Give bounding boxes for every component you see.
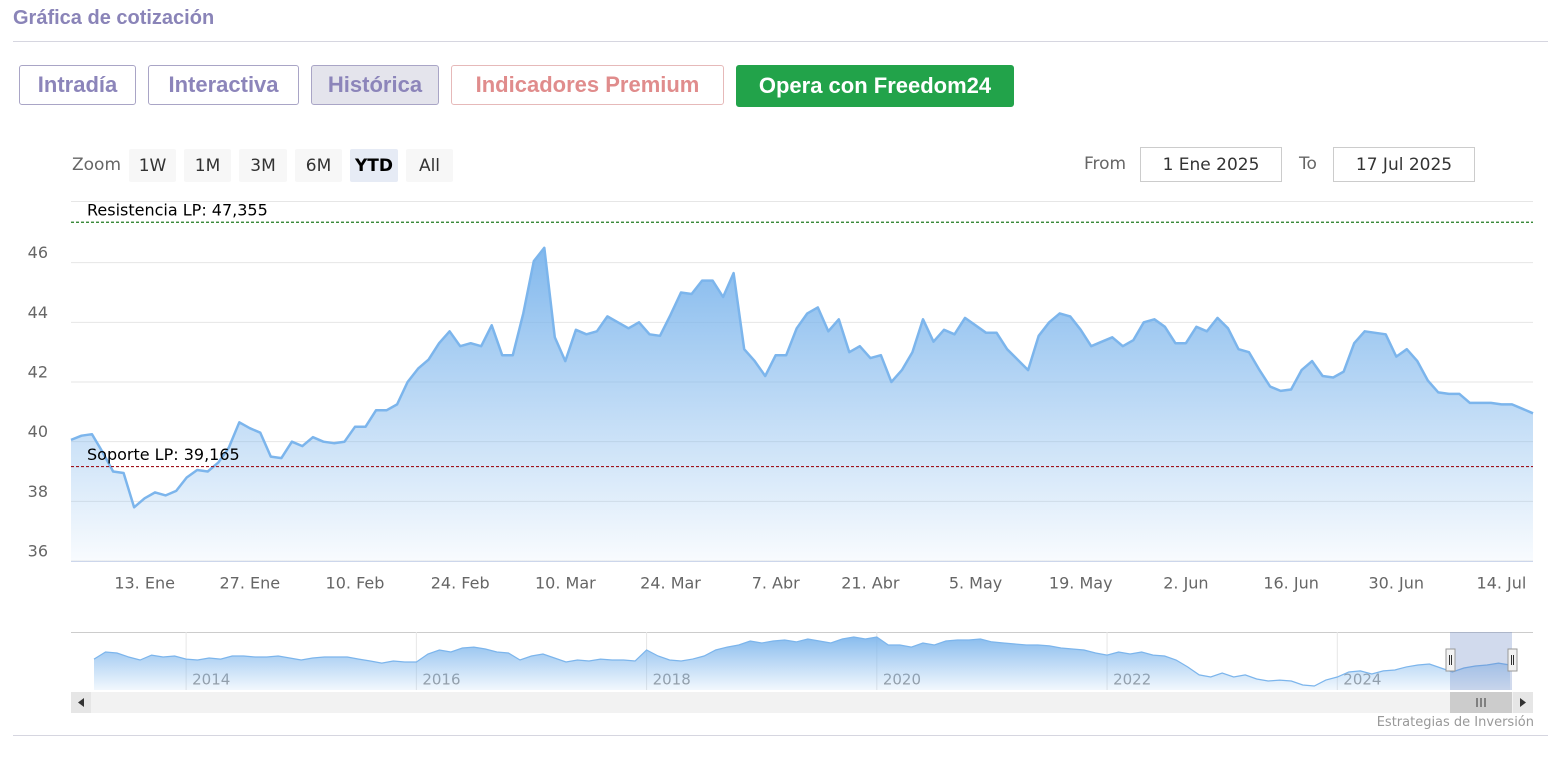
credits: Estrategias de Inversión	[1376, 715, 1534, 730]
page-title: Gráfica de cotización	[13, 7, 215, 29]
navigator-area	[94, 637, 1510, 690]
navigator-mask[interactable]	[1450, 632, 1512, 690]
scroll-grip	[1476, 698, 1486, 707]
to-label: To	[1299, 154, 1317, 174]
zoom-button[interactable]: YTD	[350, 149, 398, 182]
x-tick-label: 21. Abr	[841, 574, 900, 593]
x-tick-label: 19. May	[1049, 574, 1113, 593]
zoom-button[interactable]: 1W	[129, 149, 176, 182]
x-tick-label: 2. Jun	[1163, 574, 1208, 593]
area-fill	[71, 247, 1533, 562]
navigator-window	[1445, 632, 1518, 690]
navigator-line	[93, 636, 1511, 687]
navigator-handle[interactable]	[1507, 648, 1518, 672]
zoom-button[interactable]: 3M	[239, 149, 287, 182]
price-line	[70, 246, 1534, 509]
zoom-label: Zoom	[72, 155, 122, 175]
x-tick-label: 30. Jun	[1369, 574, 1425, 593]
y-tick-label: 38	[28, 482, 48, 501]
x-tick-label: 10. Mar	[535, 574, 596, 593]
scroll-left-arrow	[78, 698, 84, 707]
zoom-button[interactable]: All	[406, 149, 453, 182]
scrollbar-track[interactable]	[71, 692, 1533, 713]
plot-line-label: Soporte LP: 39,165	[87, 445, 240, 464]
from-label: From	[1084, 154, 1127, 174]
x-tick-label: 5. May	[949, 574, 1002, 593]
x-tick-label: 27. Ene	[219, 574, 280, 593]
title-rule	[13, 41, 1548, 42]
x-tick-label: 13. Ene	[114, 574, 175, 593]
x-tick-label: 24. Feb	[431, 574, 490, 593]
x-tick-label: 14. Jul	[1477, 574, 1527, 593]
handle-grip	[1449, 655, 1514, 665]
to-input[interactable]: 17 Jul 2025	[1333, 147, 1475, 182]
x-tick-label: 7. Abr	[752, 574, 800, 593]
navigator-handle[interactable]	[1445, 648, 1456, 672]
x-tick-label: 10. Feb	[326, 574, 385, 593]
cta-button[interactable]: Opera con Freedom24	[736, 65, 1014, 107]
tab[interactable]: Histórica	[311, 65, 439, 105]
y-tick-label: 44	[28, 303, 48, 322]
zoom-button[interactable]: 1M	[184, 149, 231, 182]
x-tick-label: 24. Mar	[640, 574, 701, 593]
zoom-button[interactable]: 6M	[295, 149, 342, 182]
from-input[interactable]: 1 Ene 2025	[1140, 147, 1282, 182]
scroll-right-arrow	[1520, 698, 1526, 707]
y-tick-label: 42	[28, 363, 48, 382]
y-tick-label: 36	[28, 542, 48, 561]
tab[interactable]: Intradía	[19, 65, 136, 105]
y-tick-label: 40	[28, 422, 48, 441]
tab[interactable]: Interactiva	[148, 65, 299, 105]
x-tick-label: 16. Jun	[1263, 574, 1319, 593]
tab[interactable]: Indicadores Premium	[451, 65, 724, 105]
y-tick-label: 46	[28, 243, 48, 262]
plot-line-label: Resistencia LP: 47,355	[87, 201, 268, 220]
